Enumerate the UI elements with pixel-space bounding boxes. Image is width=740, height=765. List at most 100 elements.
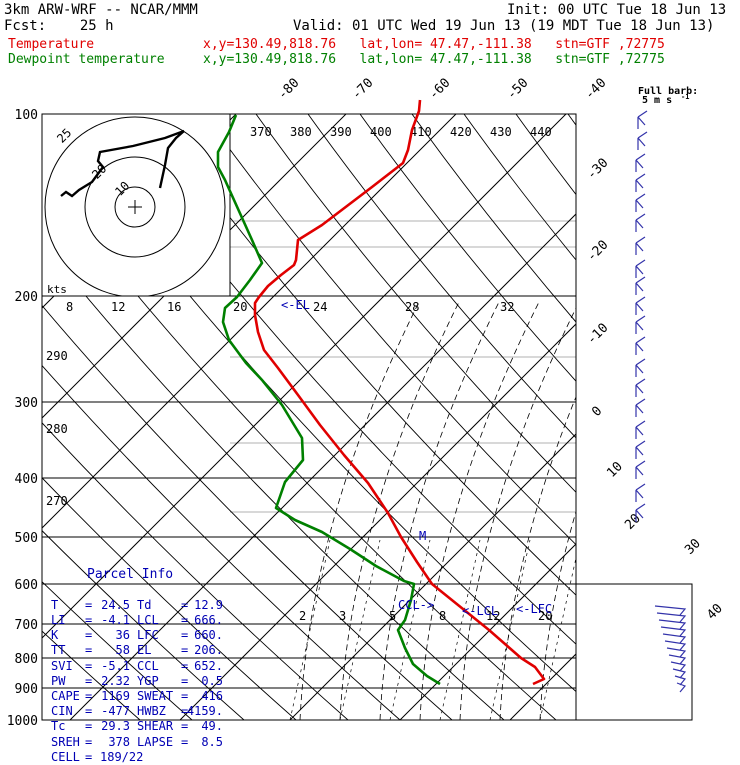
mixing-ratio-label: 5 — [389, 609, 396, 623]
theta-label: 440 — [530, 125, 552, 139]
parcel-equals: = — [181, 643, 189, 658]
speed-axis-label: 12 — [111, 300, 125, 314]
parcel-value: 24.5 — [101, 597, 130, 612]
parcel-label: SWEAT — [137, 688, 174, 703]
parcel-value: 2.32 — [101, 673, 130, 688]
parcel-value: 29.3 — [101, 719, 130, 734]
parcel-value: -477 — [101, 704, 130, 719]
mixing-ratio-label: 8 — [439, 609, 446, 623]
theta-label: 270 — [46, 494, 68, 508]
parcel-label: Tc — [51, 719, 66, 734]
parcel-value: 378 — [108, 734, 130, 749]
theta-label: 290 — [46, 349, 68, 363]
speed-axis-label: 32 — [500, 300, 514, 314]
isotherm-line — [42, 114, 347, 419]
temperature-legend-label: Temperature — [8, 37, 95, 52]
wind-barb — [635, 336, 646, 355]
wind-barb — [635, 420, 646, 439]
wind-barb — [635, 259, 646, 278]
isotherm-line — [42, 114, 567, 639]
isotherm-label: 30 — [682, 536, 704, 558]
dry-adiabat-line — [42, 304, 453, 720]
wind-barb — [656, 612, 687, 623]
wind-barb — [637, 110, 648, 129]
ccl-marker: CCL-> — [398, 598, 434, 612]
parcel-label: TT — [51, 643, 66, 658]
wind-barb — [635, 173, 646, 192]
parcel-value: 4159. — [186, 704, 223, 719]
moist-adiabat-line — [379, 299, 501, 720]
parcel-info-row: SREH = 378 LAPSE = 8.5 — [45, 735, 230, 750]
mixing-ratio-line — [389, 539, 431, 720]
barb-legend-title: Full barb: — [638, 86, 698, 97]
moist-adiabat-line — [339, 299, 461, 720]
dry-adiabat-line — [463, 114, 576, 261]
m-marker: M — [419, 529, 426, 543]
parcel-info-box: Parcel Info T = 24.5 Td = 12.9 LI = -4.1 LCL = 666.… — [45, 537, 230, 765]
parcel-equals: = — [85, 628, 93, 643]
parcel-value: 1169 — [101, 688, 130, 703]
moist-adiabat-line — [539, 510, 576, 720]
wind-barb — [635, 213, 646, 232]
mixing-ratio-line — [539, 556, 576, 720]
parcel-info-row: PW = 2.32 YGP = 0.5 — [45, 674, 230, 689]
hodograph — [42, 114, 230, 296]
parcel-label: LI — [51, 613, 66, 627]
parcel-label: Td — [137, 597, 152, 612]
wind-barb — [635, 315, 646, 334]
wind-barb — [670, 661, 687, 672]
parcel-value: -5.1 — [101, 658, 130, 673]
pressure-label: 500 — [15, 531, 38, 546]
isotherm-label: -50 — [504, 76, 531, 103]
parcel-equals: = — [85, 658, 93, 673]
pressure-label: 600 — [15, 578, 38, 593]
wind-barb — [660, 626, 687, 637]
parcel-equals: = — [85, 719, 93, 734]
wind-barb — [664, 640, 687, 651]
hodograph-center-cross — [128, 200, 142, 214]
theta-label: 370 — [250, 125, 272, 139]
parcel-equals: = — [181, 704, 189, 719]
theta-labels: 370 380 390 400 410 420 430 440 290 280 270 — [46, 125, 552, 508]
parcel-info-row: CIN = -477 HWBZ = 4159. — [45, 704, 230, 719]
parcel-label: SVI — [51, 658, 73, 673]
dry-adiabat-line — [411, 114, 576, 323]
isotherm-labels: -80 -70 -60 -50 -40 -30 -20 -10 0 10 20 30 40 — [275, 76, 726, 623]
parcel-info-title: Parcel Info — [87, 567, 174, 583]
speed-axis-label: 8 — [66, 300, 73, 314]
parcel-label: LCL — [137, 613, 159, 627]
parcel-label: CCL — [137, 658, 159, 673]
dry-adiabat-line — [42, 422, 349, 720]
hodograph-trace — [60, 129, 185, 198]
theta-label: 430 — [490, 125, 512, 139]
isotherm-label: -40 — [582, 76, 609, 103]
mixing-ratio-label: 20 — [538, 609, 552, 623]
hodograph-ring-middle — [84, 156, 186, 258]
dry-adiabat-line — [359, 114, 576, 382]
hodograph-ring-outer — [44, 116, 226, 296]
wind-barb — [635, 398, 646, 417]
dry-adiabat-line — [307, 114, 576, 439]
wind-barb — [654, 605, 687, 616]
isotherm-line — [730, 114, 740, 720]
parcel-info-row: LI = -4.1 LCL = 666. — [45, 613, 230, 628]
mixing-ratio-label: 12 — [486, 609, 500, 623]
parcel-info-row: CAPE = 1169 SWEAT = 416 — [45, 689, 230, 704]
theta-label: 410 — [410, 125, 432, 139]
parcel-equals: = — [181, 719, 189, 734]
parcel-label: PW — [51, 673, 66, 688]
parcel-label: SHEAR — [137, 719, 174, 734]
mixing-ratio-line — [339, 539, 381, 720]
parcel-value: -4.1 — [101, 613, 130, 627]
parcel-value: 0.5 — [201, 673, 223, 688]
wind-barb — [635, 358, 646, 377]
parcel-label: CAPE — [51, 688, 80, 703]
model-title: 3km ARW-WRF -- NCAR/MMM — [4, 2, 198, 18]
isotherm-line — [69, 213, 576, 720]
wind-barb — [662, 633, 687, 644]
isotherm-label: -70 — [349, 76, 376, 103]
parcel-value: 49. — [201, 719, 223, 734]
dry-adiabat-line — [567, 114, 576, 126]
dry-adiabat-line — [42, 364, 401, 720]
speed-axis-label: 16 — [167, 300, 181, 314]
